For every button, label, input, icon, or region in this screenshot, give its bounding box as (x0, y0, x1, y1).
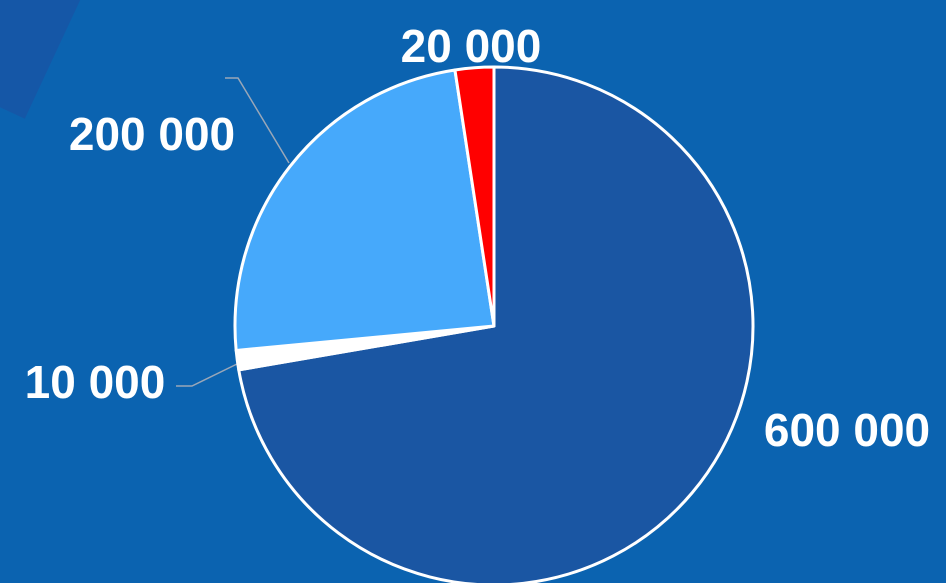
leader-lines (176, 77, 290, 387)
data-label-10000: 10 000 (25, 356, 166, 408)
pie-slice-200000 (233, 68, 496, 352)
pie-slices (233, 65, 755, 583)
pie-slice-20000 (453, 65, 496, 328)
data-label-20000: 20 000 (401, 20, 542, 72)
pie-slice-600000 (237, 65, 755, 583)
data-label-600000: 600 000 (764, 404, 930, 456)
leader-line-200000 (225, 77, 290, 164)
data-label-200000: 200 000 (69, 108, 235, 160)
data-labels: 600 000 10 000 200 000 20 000 (25, 20, 930, 456)
leader-line-10000 (176, 363, 238, 387)
